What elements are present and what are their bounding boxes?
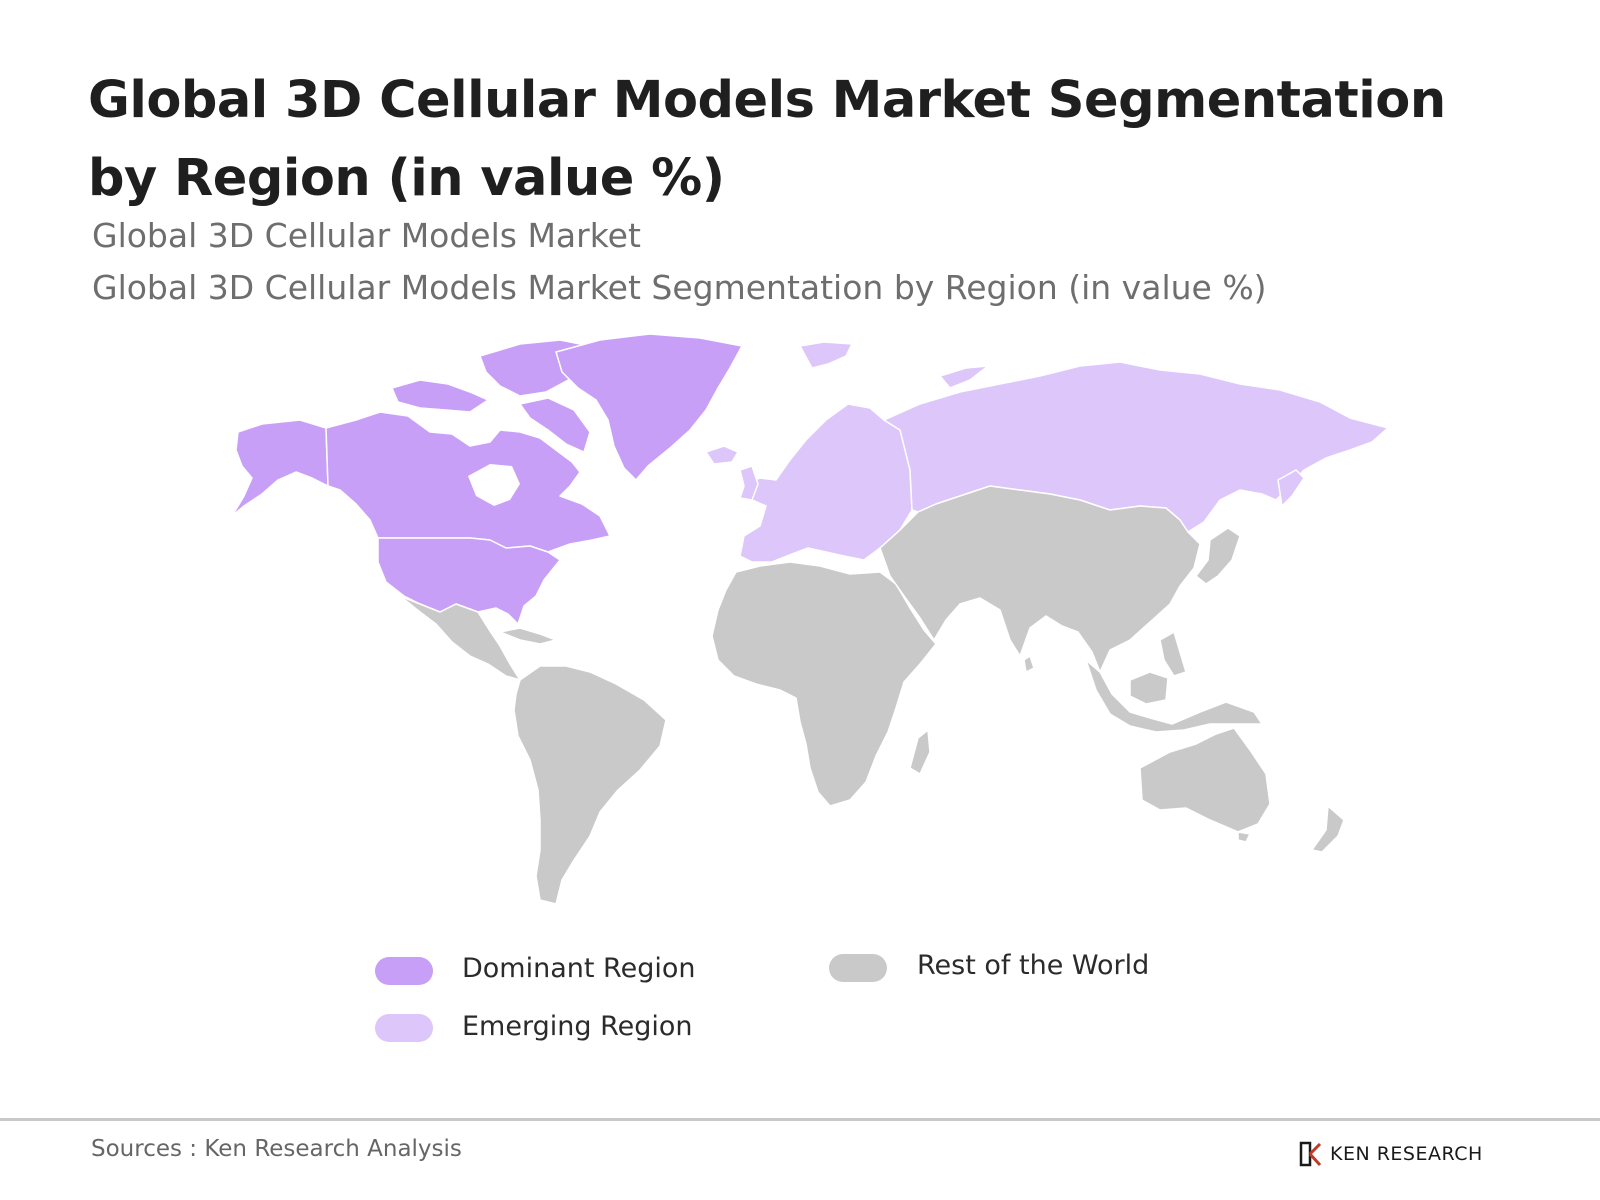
map-region-arctic-islands <box>391 379 489 413</box>
map-region-philippines <box>1159 631 1187 677</box>
map-region-madagascar <box>909 729 931 775</box>
map-region-borneo <box>1129 671 1169 705</box>
dominant-region-shapes <box>231 333 743 625</box>
map-hudson-bay <box>468 464 520 506</box>
chart-title: Global 3D Cellular Models Market Segment… <box>88 71 1446 208</box>
chart-subtitle-secondary: Global 3D Cellular Models Market Segment… <box>92 268 1267 307</box>
brand-logo: KEN RESEARCH <box>1298 1138 1483 1170</box>
map-region-usa <box>377 537 561 625</box>
source-note: Sources : Ken Research Analysis <box>91 1136 462 1162</box>
map-region-japan <box>1195 527 1241 585</box>
map-region-kamchatka <box>1277 469 1305 507</box>
map-region-greenland <box>555 333 743 481</box>
map-region-caribbean <box>499 627 557 645</box>
rest-region-shapes <box>399 485 1345 905</box>
legend-label-rest: Rest of the World <box>917 950 1150 981</box>
map-region-south-america <box>513 665 667 905</box>
map-region-uk <box>739 465 759 501</box>
map-region-africa <box>711 561 937 807</box>
world-map <box>231 333 1389 905</box>
map-region-mexico <box>399 595 521 681</box>
map-region-southeast-asia <box>1085 659 1263 733</box>
legend-label-emerging: Emerging Region <box>462 1011 693 1042</box>
map-region-europe <box>739 403 913 563</box>
legend-label-dominant: Dominant Region <box>462 953 696 984</box>
map-region-tasmania <box>1237 831 1251 843</box>
chart-subtitle: Global 3D Cellular Models Market <box>92 216 641 255</box>
map-region-alaska <box>231 419 329 517</box>
map-region-svalbard <box>799 341 853 369</box>
map-region-iceland <box>705 445 739 465</box>
map-region-baffin <box>519 397 591 453</box>
map-region-asia <box>879 485 1201 673</box>
map-region-sri-lanka <box>1023 655 1035 673</box>
map-region-australia <box>1139 727 1271 833</box>
legend-swatch-emerging <box>375 1014 433 1042</box>
map-region-new-zealand <box>1311 805 1345 853</box>
legend-swatch-rest <box>829 954 887 982</box>
brand-name: KEN RESEARCH <box>1330 1143 1483 1165</box>
legend-swatch-dominant <box>375 957 433 985</box>
ken-research-logo-icon <box>1299 1141 1322 1167</box>
footer-divider <box>0 1118 1600 1121</box>
map-region-novaya-zemlya <box>939 365 989 389</box>
